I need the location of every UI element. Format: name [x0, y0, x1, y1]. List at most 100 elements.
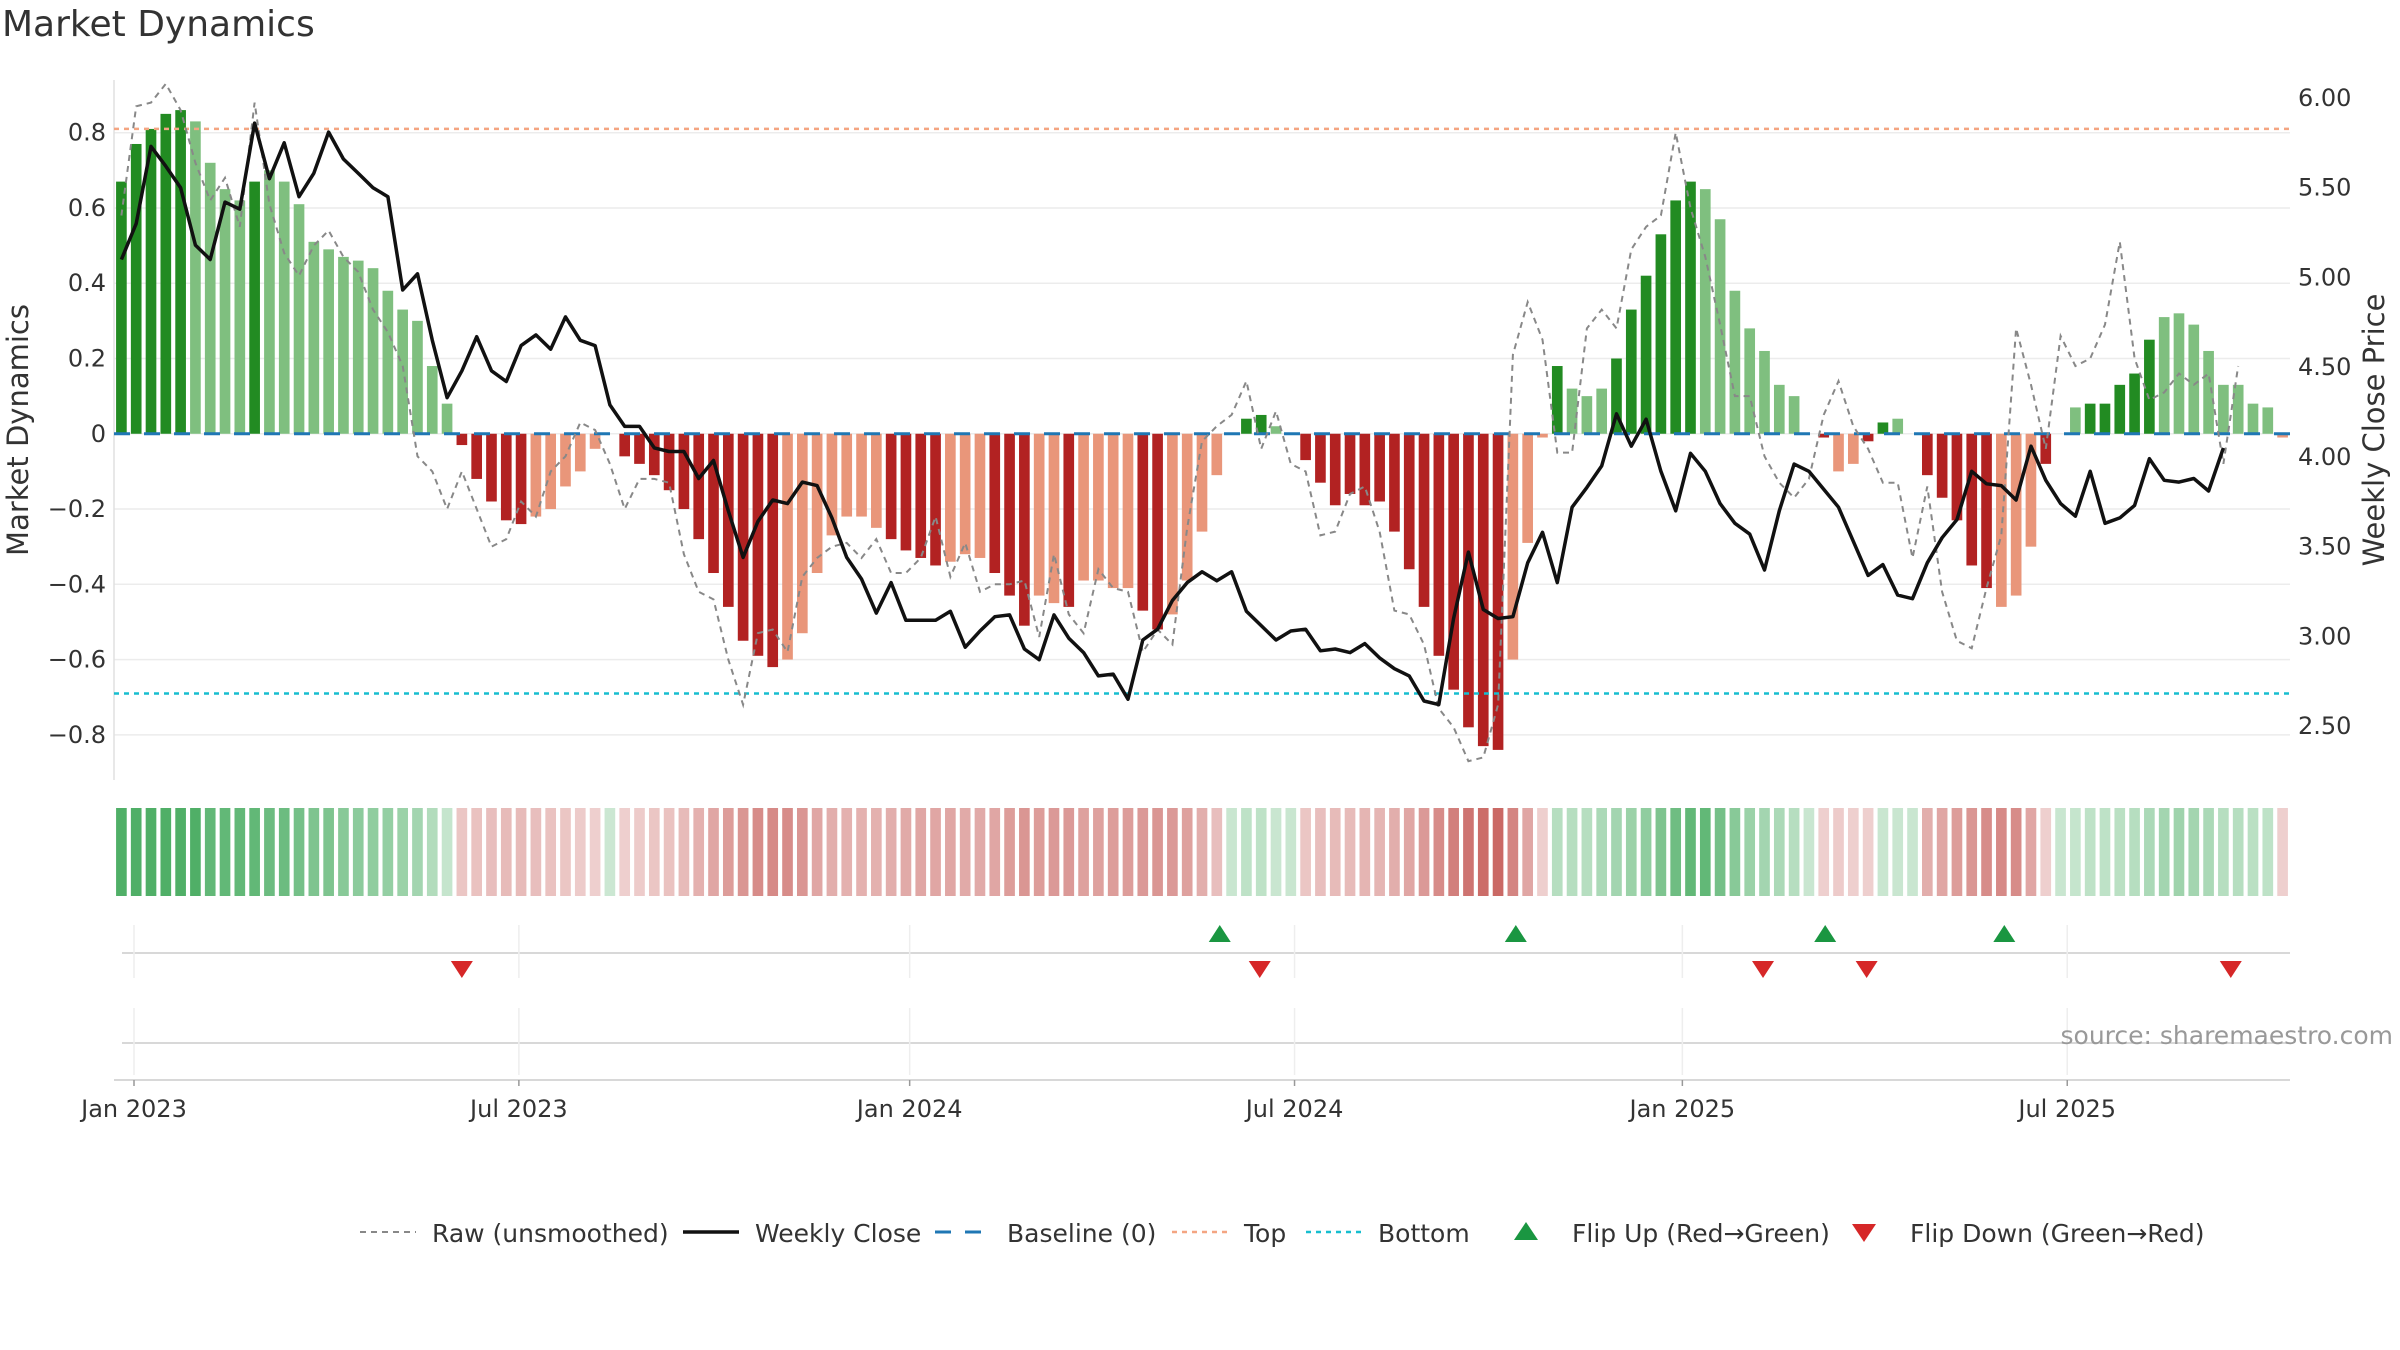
regime-cell: [397, 808, 408, 896]
chart-title: Market Dynamics: [2, 4, 315, 45]
regime-strip: [116, 808, 2288, 896]
regime-cell: [145, 808, 157, 896]
legend-swatch-flip-down: [1852, 1224, 1876, 1242]
regime-cell: [945, 808, 956, 896]
regime-cell: [841, 808, 853, 896]
regime-cell: [1670, 808, 1682, 896]
regime-cell: [1270, 808, 1282, 896]
flip-up-marker: [1208, 925, 1231, 942]
dynamics-bar: [1374, 433, 1385, 502]
dynamics-bar: [2277, 433, 2288, 438]
dynamics-bar: [1788, 396, 1800, 434]
dynamics-bar: [841, 433, 853, 517]
right-axis-title: Weekly Close Price: [2357, 294, 2391, 567]
dynamics-bar: [1122, 433, 1134, 589]
dynamics-bar: [2144, 339, 2155, 434]
left-tick-label: 0.8: [68, 119, 106, 147]
regime-cell: [308, 808, 320, 896]
regime-cell: [367, 808, 379, 896]
regime-cell: [234, 808, 246, 896]
regime-cell: [249, 808, 260, 896]
regime-cell: [752, 808, 764, 896]
right-tick-label: 3.50: [2298, 533, 2351, 561]
reference-lines: [114, 127, 2290, 695]
dynamics-bar: [426, 366, 438, 434]
dynamics-bar: [2203, 350, 2214, 434]
regime-cell: [2144, 808, 2155, 896]
regime-cell: [1818, 808, 1830, 896]
regime-cell: [1966, 808, 1978, 896]
regime-cell: [1211, 808, 1223, 896]
dynamics-bar: [219, 189, 231, 434]
regime-cell: [826, 808, 838, 896]
dynamics-bar: [352, 260, 364, 434]
regime-cell: [1226, 808, 1237, 896]
regime-cell: [1004, 808, 1015, 896]
dynamics-bar: [1019, 433, 1030, 626]
dynamics-bar: [1004, 433, 1015, 596]
legend-label-raw: Raw (unsmoothed): [432, 1219, 669, 1248]
dynamics-bar: [634, 433, 645, 464]
dynamics-bar: [856, 433, 867, 517]
dynamics-bar: [989, 433, 1001, 574]
regime-cell: [1418, 808, 1430, 896]
dynamics-bar: [1255, 414, 1267, 434]
legend-label-flip_down: Flip Down (Green→Red): [1910, 1219, 2205, 1248]
regime-cell: [471, 808, 482, 896]
dynamics-bar: [1981, 433, 1992, 589]
dynamics-bar: [2084, 403, 2096, 434]
source-note: source: sharemaestro.com: [2061, 1021, 2394, 1050]
dynamics-bar: [441, 403, 453, 434]
dynamics-bar: [1152, 433, 1163, 630]
dynamics-bar: [811, 433, 823, 574]
legend-label-top: Top: [1243, 1219, 1286, 1248]
regime-cell: [2173, 808, 2185, 896]
dynamics-bar: [1877, 422, 1889, 434]
regime-cell: [2114, 808, 2126, 896]
regime-cell: [1596, 808, 1608, 896]
regime-cell: [1892, 808, 1904, 896]
dynamics-bar: [678, 433, 690, 510]
dynamics-bar: [959, 433, 971, 555]
dynamics-bar: [2158, 317, 2170, 434]
dynamics-bar: [471, 433, 482, 479]
regime-cell: [1241, 808, 1252, 896]
regime-cell: [293, 808, 305, 896]
regime-cell: [1463, 808, 1474, 896]
regime-cell: [1433, 808, 1445, 896]
regime-cell: [2055, 808, 2066, 896]
dynamics-bar: [2070, 407, 2081, 434]
regime-cell: [2188, 808, 2200, 896]
dynamics-bar: [767, 433, 779, 668]
flip-down-marker: [2219, 961, 2242, 978]
dynamics-bar: [1611, 358, 1622, 434]
regime-cell: [1759, 808, 1770, 896]
regime-cell: [1537, 808, 1548, 896]
regime-cell: [2218, 808, 2229, 896]
regime-cell: [456, 808, 468, 896]
x-tick-label: Jul 2023: [468, 1095, 568, 1123]
dynamics-bar: [1640, 275, 1652, 434]
legend-label-flip_up: Flip Up (Red→Green): [1572, 1219, 1830, 1248]
regime-cell: [900, 808, 912, 896]
left-tick-label: 0.6: [68, 194, 106, 222]
right-tick-label: 2.50: [2298, 712, 2351, 740]
regime-cell: [264, 808, 275, 896]
x-tick-label: Jul 2025: [2016, 1095, 2116, 1123]
dynamics-bar: [1833, 433, 1844, 472]
dynamics-bar: [456, 433, 468, 446]
left-tick-label: 0.2: [68, 344, 106, 372]
regime-cell: [1196, 808, 1208, 896]
dynamics-bar: [1033, 433, 1045, 596]
dynamics-bar: [1759, 350, 1770, 434]
dynamics-bar: [826, 433, 838, 536]
regime-cell: [1551, 808, 1563, 896]
dynamics-bar: [382, 290, 394, 434]
dynamics-bar: [619, 433, 631, 457]
flip-down-marker: [450, 961, 473, 978]
regime-cell: [2025, 808, 2037, 896]
dynamics-bar: [1773, 384, 1785, 434]
raw-line: [120, 82, 2240, 763]
dynamics-bar: [530, 433, 542, 517]
dynamics-bar: [708, 433, 719, 574]
